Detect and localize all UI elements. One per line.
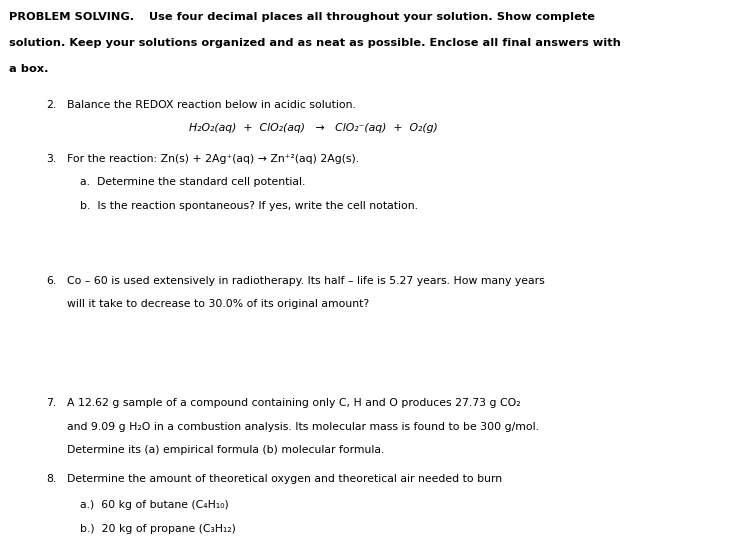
Text: b.)  20 kg of propane (C₃H₁₂): b.) 20 kg of propane (C₃H₁₂) (80, 524, 236, 533)
Text: and 9.09 g H₂O in a combustion analysis. Its molecular mass is found to be 300 g: and 9.09 g H₂O in a combustion analysis.… (67, 422, 539, 431)
Text: Balance the REDOX reaction below in acidic solution.: Balance the REDOX reaction below in acid… (67, 100, 356, 110)
Text: H₂O₂(aq)  +  ClO₂(aq)   →   ClO₂⁻(aq)  +  O₂(g): H₂O₂(aq) + ClO₂(aq) → ClO₂⁻(aq) + O₂(g) (189, 123, 438, 133)
Text: b.  Is the reaction spontaneous? If yes, write the cell notation.: b. Is the reaction spontaneous? If yes, … (80, 201, 418, 211)
Text: Co – 60 is used extensively in radiotherapy. Its half – life is 5.27 years. How : Co – 60 is used extensively in radiother… (67, 276, 545, 286)
Text: 8.: 8. (46, 474, 56, 484)
Text: PROBLEM SOLVING.: PROBLEM SOLVING. (9, 12, 134, 22)
Text: 3.: 3. (46, 154, 56, 164)
Text: will it take to decrease to 30.0% of its original amount?: will it take to decrease to 30.0% of its… (67, 300, 369, 310)
Text: 2.: 2. (46, 100, 56, 110)
Text: 6.: 6. (46, 276, 56, 286)
Text: Determine the amount of theoretical oxygen and theoretical air needed to burn: Determine the amount of theoretical oxyg… (67, 474, 502, 484)
Text: a box.: a box. (9, 64, 48, 74)
Text: For the reaction: Zn(s) + 2Ag⁺(aq) → Zn⁺²(aq) 2Ag(s).: For the reaction: Zn(s) + 2Ag⁺(aq) → Zn⁺… (67, 154, 359, 164)
Text: A 12.62 g sample of a compound containing only C, H and O produces 27.73 g CO₂: A 12.62 g sample of a compound containin… (67, 398, 521, 408)
Text: a.)  60 kg of butane (C₄H₁₀): a.) 60 kg of butane (C₄H₁₀) (80, 500, 229, 510)
Text: Use four decimal places all throughout your solution. Show complete: Use four decimal places all throughout y… (145, 12, 595, 22)
Text: Determine its (a) empirical formula (b) molecular formula.: Determine its (a) empirical formula (b) … (67, 445, 384, 455)
Text: 7.: 7. (46, 398, 56, 408)
Text: a.  Determine the standard cell potential.: a. Determine the standard cell potential… (80, 177, 305, 187)
Text: solution. Keep your solutions organized and as neat as possible. Enclose all fin: solution. Keep your solutions organized … (9, 38, 621, 48)
